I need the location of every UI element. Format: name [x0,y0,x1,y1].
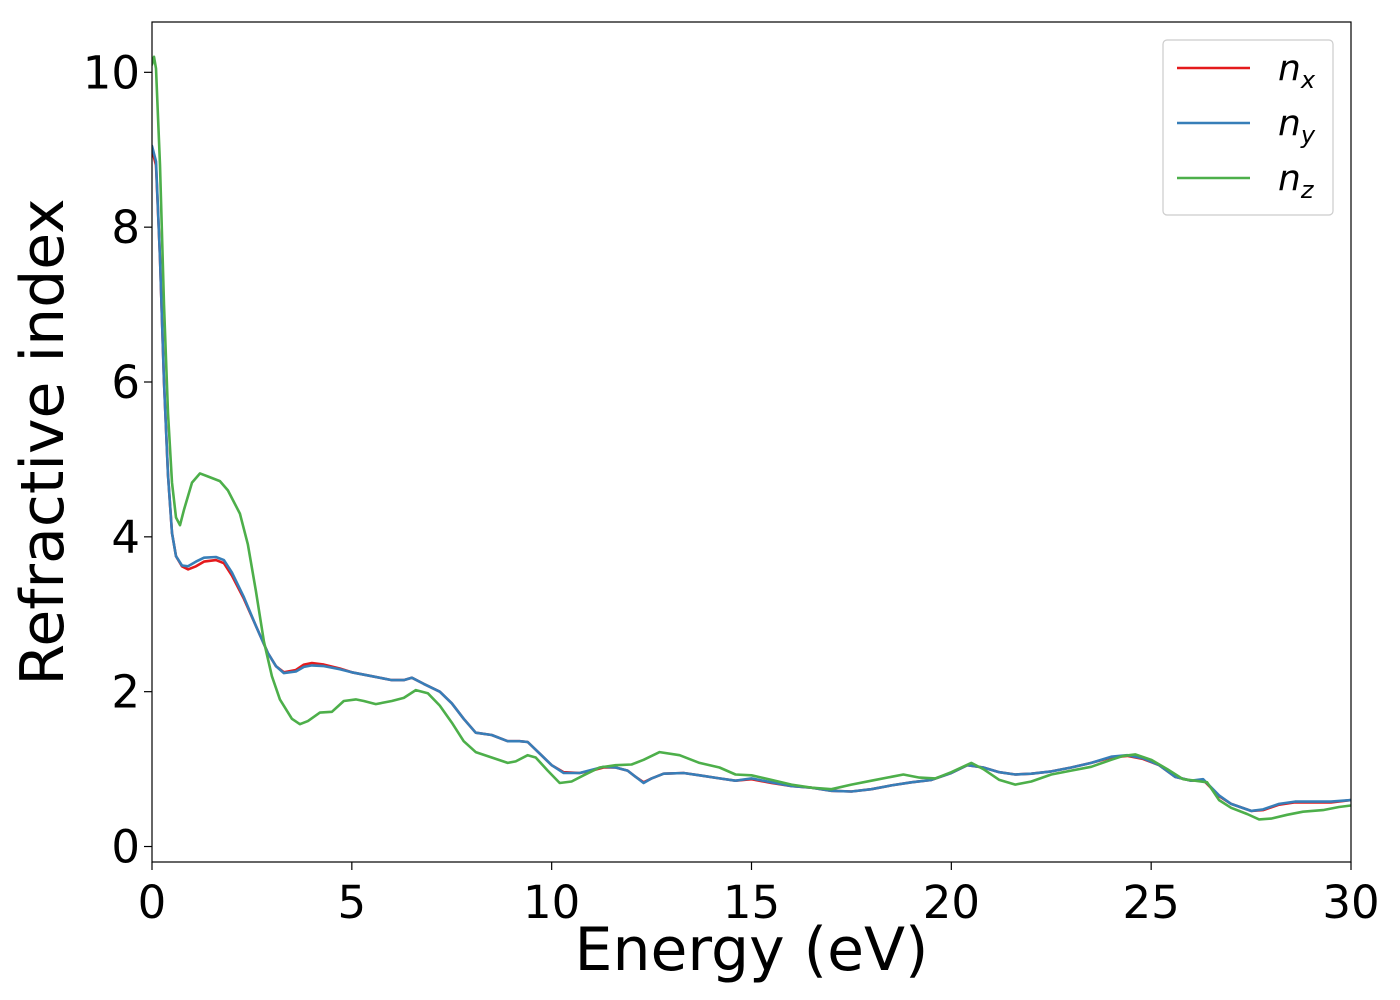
y-tick-label: 2 [111,666,140,719]
y-tick-label: 6 [111,356,140,409]
x-tick-label: 0 [138,876,167,929]
x-tick-label: 5 [338,876,367,929]
legend-box [1162,39,1334,216]
series-line-nz [152,55,1351,821]
y-tick-label: 4 [111,511,140,564]
x-tick-label: 25 [1123,876,1180,929]
y-tick-label: 0 [111,821,140,874]
x-tick-label: 15 [723,876,780,929]
legend-label-ny: ny [1278,103,1316,149]
x-tick-label: 20 [923,876,980,929]
x-tick-label: 10 [523,876,580,929]
y-axis: 0 2 4 6 8 10 [83,46,152,874]
x-tick-label: 30 [1322,876,1379,929]
y-axis-title: Refractive index [8,198,78,685]
x-axis-title: Energy (eV) [575,915,929,985]
plot-lines [152,55,1351,821]
y-tick-label: 8 [111,201,140,254]
series-line-ny [152,144,1351,813]
y-tick-label: 10 [83,46,140,99]
x-axis: 0 5 10 15 20 25 30 [138,862,1380,929]
legend-label-nz: nz [1278,158,1315,204]
